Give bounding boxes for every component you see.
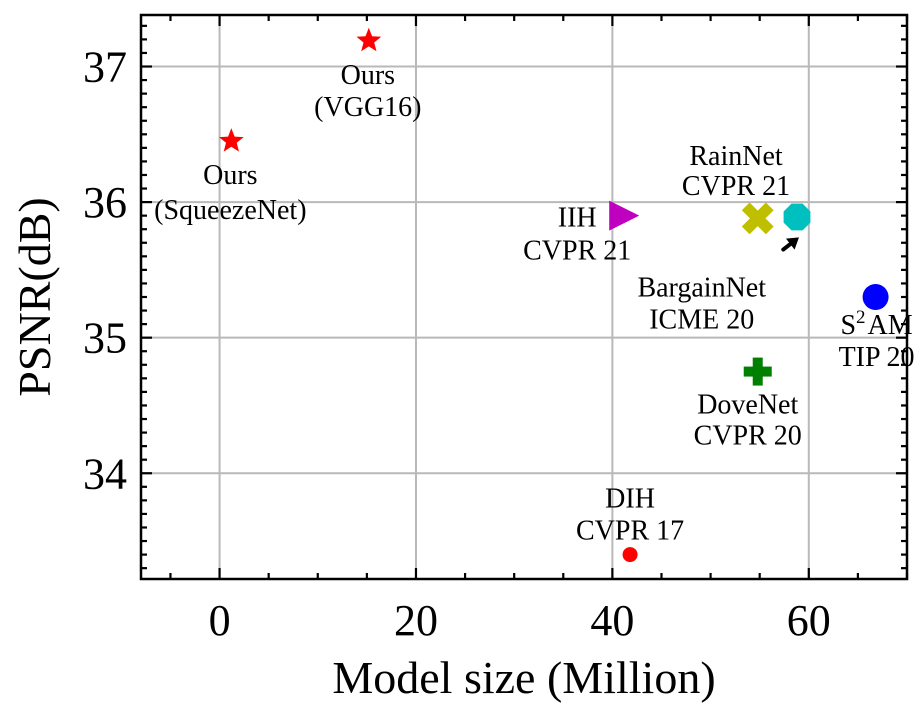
ours-squeezenet-label-line: Ours: [203, 160, 257, 191]
iih-marker: [609, 200, 640, 231]
grid-lines: [141, 15, 907, 579]
iih-label-line: IIH: [558, 203, 597, 234]
ours-vgg16-marker: [356, 27, 382, 52]
bargainnet-marker-bar: [741, 202, 774, 235]
x-tick-label: 40: [590, 596, 634, 645]
rainnet-label-line: RainNet: [689, 141, 783, 172]
x-tick-label: 60: [787, 596, 831, 645]
x-axis-title: Model size (Million): [332, 652, 715, 703]
bargainnet-label-line: BargainNet: [637, 272, 766, 303]
annotation-arrows: [781, 237, 799, 252]
tick-labels: 0 20 40 60 34 35 36 37: [83, 43, 831, 645]
y-tick-label: 35: [83, 314, 127, 363]
ours-squeezenet-marker: [219, 128, 244, 152]
y-tick-label: 37: [83, 43, 127, 92]
y-axis-title: PSNR(dB): [9, 197, 60, 396]
dovenet-label-line: CVPR 20: [694, 421, 802, 452]
iih-label-line: CVPR 21: [523, 236, 631, 267]
ours-vgg16-label-line: (VGG16): [314, 92, 421, 123]
rainnet-marker: [783, 203, 811, 231]
y-tick-label: 36: [83, 178, 127, 227]
ours-squeezenet-label-line: (SqueezeNet): [154, 195, 306, 226]
plot-frame: [139, 13, 909, 581]
rainnet-label-line: CVPR 21: [682, 171, 790, 202]
bargainnet-marker: [741, 202, 774, 235]
arrow-head: [785, 237, 799, 250]
dih-label-line: CVPR 17: [576, 516, 684, 547]
x-tick-label: 0: [209, 596, 231, 645]
s2am-label-line: S2AM: [840, 307, 912, 341]
major-ticks: [141, 15, 907, 579]
s2am-label-line: TIP 20: [839, 342, 915, 373]
data-points: [219, 27, 889, 563]
bargainnet-label-line: ICME 20: [649, 304, 754, 335]
minor-ticks: [141, 15, 909, 579]
dovenet-marker: [752, 357, 763, 386]
x-tick-label: 20: [394, 596, 438, 645]
dih-label-line: DIH: [605, 484, 655, 515]
y-tick-label: 34: [83, 449, 127, 498]
dih-marker: [622, 547, 638, 563]
s2am-marker: [862, 284, 889, 310]
dovenet-label-line: DoveNet: [697, 390, 798, 421]
arrow-shaft: [781, 242, 793, 252]
ours-vgg16-label-line: Ours: [341, 60, 395, 91]
